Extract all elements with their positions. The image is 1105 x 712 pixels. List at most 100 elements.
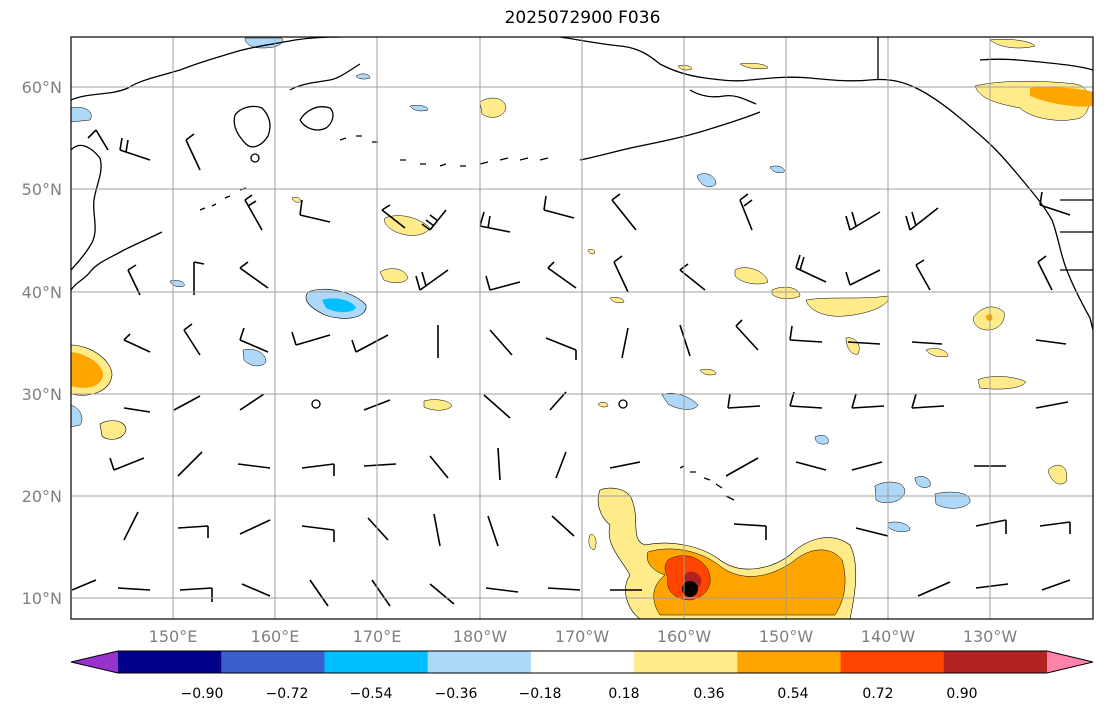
negative-anomaly-region	[874, 481, 906, 503]
colorbar-segment	[324, 651, 429, 673]
colorbar-extend-max	[1047, 651, 1093, 673]
lon-label: 160°E	[251, 627, 300, 646]
wind-barb	[1039, 191, 1071, 216]
asia-coastline	[71, 37, 361, 291]
colorbar-tick-label: −0.36	[435, 686, 478, 702]
positive-anomaly-region	[423, 399, 453, 411]
wind-barb	[795, 254, 827, 283]
wind-barb	[543, 195, 575, 219]
wind-barb	[795, 461, 827, 471]
colorbar-tick-label: −0.18	[519, 686, 562, 702]
wind-barb	[429, 455, 449, 479]
positive-anomaly-region	[291, 196, 301, 203]
max-marker	[682, 581, 698, 597]
colorbar-extend-min	[71, 651, 118, 673]
wind-barb	[185, 133, 201, 171]
lon-label: 170°W	[555, 627, 610, 646]
positive-anomaly-region	[597, 402, 609, 408]
positive-anomaly-region	[479, 97, 507, 118]
wind-barb	[109, 457, 145, 471]
lat-label: 20°N	[22, 487, 62, 506]
positive-anomaly-region	[989, 39, 1036, 49]
positive-anomaly-region	[977, 376, 1027, 390]
negative-anomaly-region	[887, 521, 911, 532]
wind-barb	[613, 255, 629, 293]
negative-anomaly-region	[814, 435, 829, 445]
wind-barb	[479, 211, 511, 233]
wind-barb	[485, 587, 519, 593]
colorbar-segment	[737, 651, 842, 673]
wind-barb	[239, 261, 269, 289]
wind-barb	[1035, 401, 1069, 409]
wind-barb	[845, 211, 881, 231]
positive-anomaly-region	[587, 248, 595, 255]
lon-label: 180°W	[453, 627, 508, 646]
colorbar-tick-labels: −0.90 −0.72 −0.54 −0.36 −0.18 0.18 0.36 …	[181, 686, 978, 702]
colorbar-segment	[840, 651, 945, 673]
wind-barb	[851, 393, 885, 409]
colorbar-tick-label: −0.72	[266, 686, 309, 702]
wind-barb	[371, 579, 391, 607]
negative-anomaly-region	[934, 491, 971, 509]
wind-barbs	[71, 129, 1071, 607]
wind-barb	[733, 523, 767, 540]
north-america-coastline	[559, 37, 1093, 331]
wind-barb	[497, 447, 501, 481]
negative-anomaly-region	[914, 476, 931, 488]
wind-barb	[547, 587, 581, 591]
positive-anomaly-region	[739, 62, 769, 70]
wind-barb	[621, 327, 629, 359]
lon-label: 150°E	[149, 627, 198, 646]
wind-barb	[433, 513, 441, 547]
positive-anomaly-region	[734, 267, 769, 285]
positive-anomaly-region	[1030, 87, 1093, 107]
lat-label: 30°N	[22, 385, 62, 404]
wind-barb	[429, 583, 455, 605]
map-title: 2025072900 F036	[504, 8, 661, 28]
wind-barb	[123, 511, 139, 541]
wind-barb	[855, 527, 889, 537]
wind-barb	[545, 337, 577, 360]
wind-barb	[975, 583, 1009, 589]
island-outline	[618, 399, 628, 409]
wind-barb	[725, 457, 759, 477]
wind-barb	[71, 579, 97, 591]
colorbar-segment	[427, 651, 532, 673]
positive-anomaly-region	[699, 368, 717, 376]
wind-barb	[851, 461, 883, 471]
coastlines	[71, 37, 1093, 501]
wind-barb	[727, 393, 761, 409]
wind-barb	[555, 451, 567, 479]
positive-anomaly-region	[925, 348, 949, 357]
colorbar-tick-label: 0.54	[777, 686, 808, 702]
wind-barb	[177, 451, 203, 477]
colorbar-outline	[70, 650, 1094, 674]
wind-barb	[975, 519, 1007, 534]
wind-barb	[911, 341, 943, 345]
negative-anomaly-region	[71, 404, 83, 428]
wind-barb	[1037, 255, 1053, 291]
colorbar-segment	[634, 651, 738, 673]
negative-anomaly-region	[242, 349, 267, 367]
longitude-labels: 150°E 160°E 170°E 180°W 170°W 160°W 150°…	[149, 627, 1018, 646]
wind-barb	[735, 319, 759, 351]
negative-anomaly-region	[169, 280, 185, 288]
lon-label: 150°W	[759, 627, 814, 646]
negative-anomaly-region	[71, 107, 92, 123]
colorbar-segment	[943, 651, 1048, 673]
wind-barb	[915, 259, 931, 291]
colorbar-tick-label: 0.90	[946, 686, 977, 702]
wind-barb	[489, 329, 513, 356]
wind-barb	[363, 463, 397, 467]
colorbar-tick-label: 0.18	[608, 686, 639, 702]
wind-barb	[244, 194, 263, 231]
wind-barb	[415, 269, 449, 291]
wind-barb	[1035, 339, 1067, 345]
positive-anomaly-region	[986, 314, 993, 321]
wind-barb	[485, 275, 521, 291]
lon-label: 170°E	[353, 627, 402, 646]
wind-barb	[299, 199, 331, 223]
negative-anomaly-region	[322, 298, 356, 313]
positive-anomaly-region	[677, 64, 693, 71]
negative-anomaly-region	[244, 37, 283, 49]
